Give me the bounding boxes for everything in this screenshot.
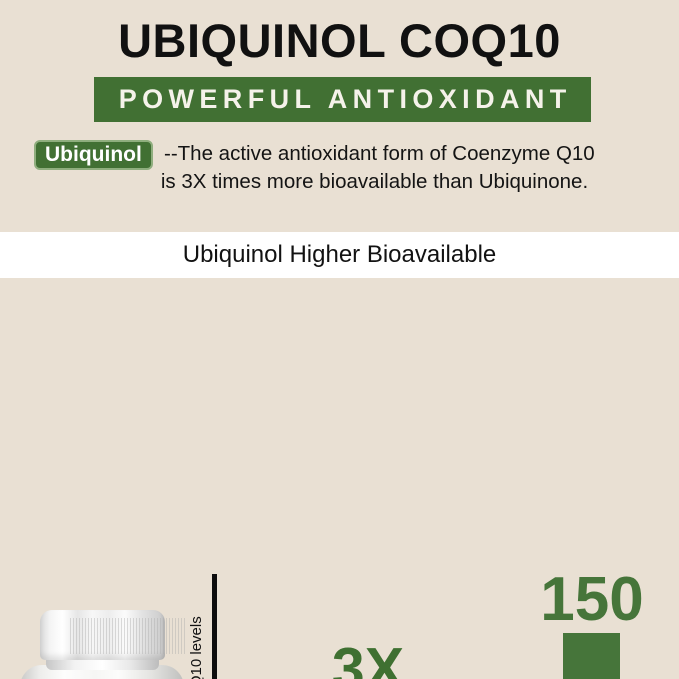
y-axis-label: Absorption of Q10 levels: [188, 578, 205, 679]
banner-text: POWERFUL ANTIOXIDANT: [118, 84, 572, 114]
chart-title: Ubiquinol Higher Bioavailable: [182, 241, 497, 268]
description-line-2: is 3X times more bioavailable than Ubiqu…: [160, 170, 589, 193]
multiplier-callout: 3X: [331, 636, 405, 679]
header-block: UBIQUINOL COQ10 POWERFUL ANTIOXIDANT Ubi…: [0, 0, 679, 232]
product-bottle-image: Ciaceae ORGANIC LIPOSOMAL VEGAN CoQ10 UB…: [14, 610, 190, 679]
bar-value-ubiquinol: 150: [540, 565, 644, 634]
ubiquinol-badge: Ubiquinol: [34, 140, 153, 170]
y-axis-line: [212, 574, 217, 679]
page-title: UBIQUINOL COQ10: [118, 14, 561, 67]
bottle-cap-ridges: [70, 618, 187, 654]
bar-chart: Absorption of Q10 levels 30 150 3X Bette…: [0, 278, 679, 679]
bar-ubiquinol: [563, 633, 620, 679]
chart-title-band: Ubiquinol Higher Bioavailable: [0, 232, 679, 278]
bottle-cap: [40, 610, 187, 660]
powerful-antioxidant-banner: POWERFUL ANTIOXIDANT: [94, 77, 591, 122]
description-line-1: --The active antioxidant form of Coenzym…: [164, 142, 595, 165]
ubiquinol-badge-label: Ubiquinol: [45, 143, 142, 166]
